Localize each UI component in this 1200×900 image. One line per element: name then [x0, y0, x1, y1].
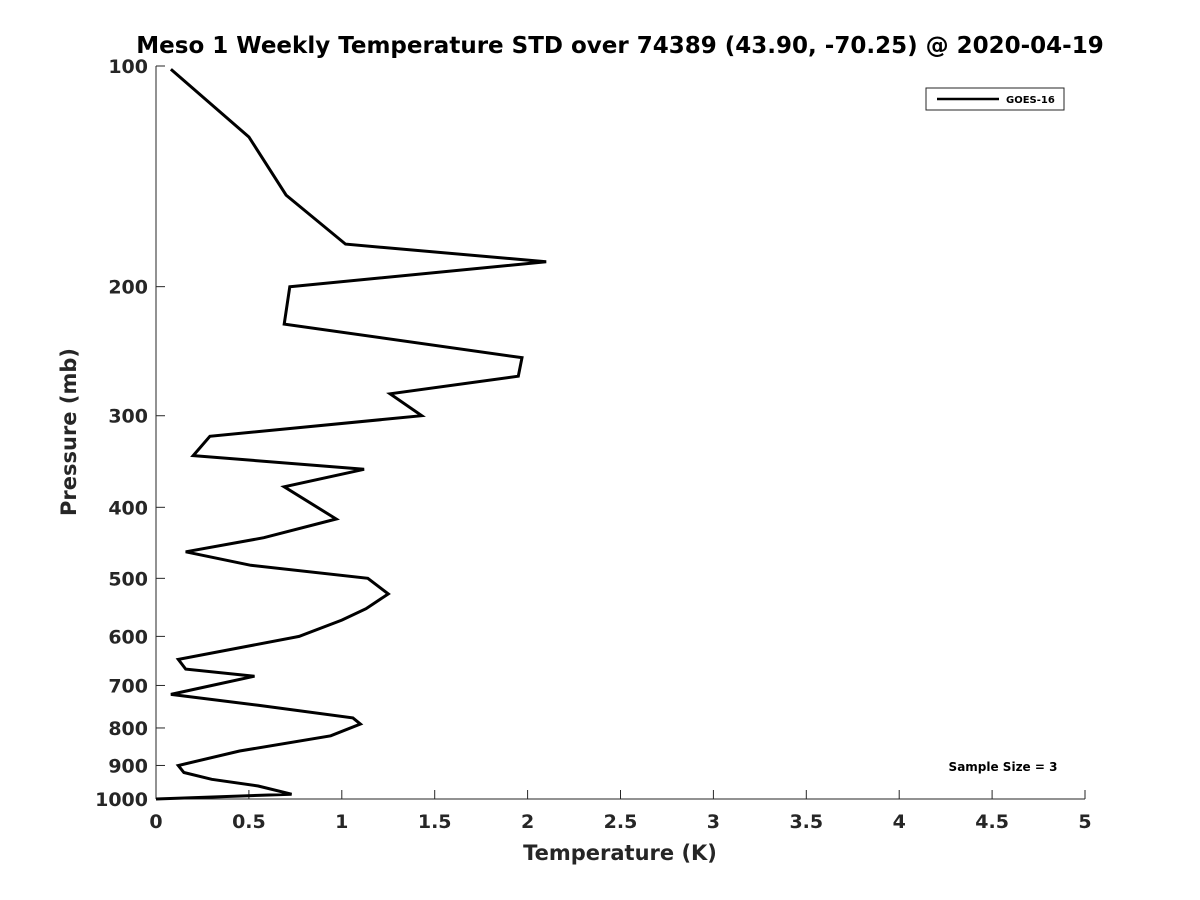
y-axis-ticks: 100 200 300 400 500 600 700 800 900 1000 [95, 56, 165, 811]
x-tick-label: 0 [149, 811, 162, 833]
y-tick-label: 100 [108, 56, 148, 78]
x-tick-label: 1.5 [418, 811, 452, 833]
y-tick-label: 200 [108, 277, 148, 299]
y-tick-label: 300 [108, 406, 148, 428]
x-tick-label: 4 [893, 811, 906, 833]
x-axis-title: Temperature (K) [523, 841, 717, 865]
x-tick-label: 0.5 [232, 811, 266, 833]
series-layer [155, 68, 547, 801]
y-tick-label: 400 [108, 497, 148, 519]
y-tick-label: 500 [108, 568, 148, 590]
y-axis-title: Pressure (mb) [57, 348, 81, 516]
y-tick-label: 1000 [95, 789, 148, 811]
series-line-0 [155, 68, 547, 801]
y-tick-label: 600 [108, 626, 148, 648]
legend-label: GOES-16 [1006, 95, 1055, 106]
x-tick-label: 4.5 [975, 811, 1009, 833]
y-tick-label: 800 [108, 718, 148, 740]
x-tick-label: 1 [335, 811, 348, 833]
x-tick-label: 3 [707, 811, 720, 833]
x-tick-label: 5 [1078, 811, 1091, 833]
legend: GOES-16 [925, 87, 1065, 111]
x-tick-label: 2 [521, 811, 534, 833]
x-axis-ticks: 0 0.5 1 1.5 2 2.5 3 3.5 4 4.5 5 [149, 790, 1092, 833]
y-tick-label: 700 [108, 675, 148, 697]
x-tick-label: 3.5 [789, 811, 823, 833]
sample-size-annotation: Sample Size = 3 [949, 760, 1058, 774]
chart-title: Meso 1 Weekly Temperature STD over 74389… [136, 33, 1103, 59]
x-tick-label: 2.5 [604, 811, 638, 833]
y-tick-label: 900 [108, 755, 148, 777]
